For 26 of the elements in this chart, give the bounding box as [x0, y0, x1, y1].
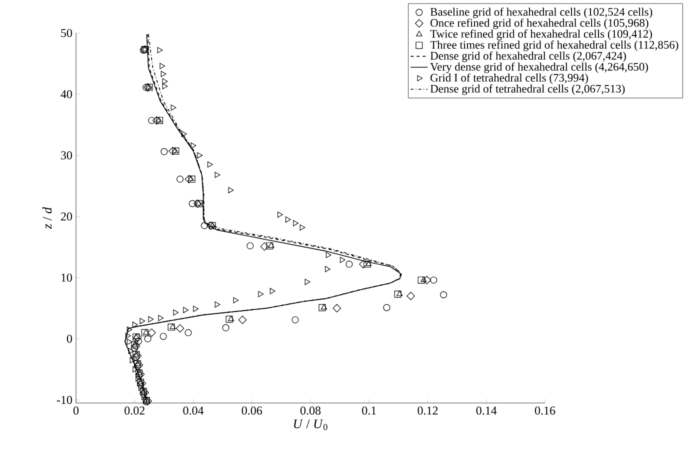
x-tick-label: 0 — [73, 406, 79, 415]
legend-label: Once refined grid of hexahedral cells (105,968) — [430, 18, 648, 30]
legend-label: Very dense grid of hexahedral cells (4,264,650) — [430, 62, 648, 74]
y-tick-label: 10 — [62, 274, 72, 282]
y-tick-label: 0 — [66, 334, 72, 343]
x-tick-label: 0.06 — [242, 406, 262, 415]
y-tick-label: -10 — [56, 396, 72, 404]
y-tick-label: 20 — [61, 212, 72, 221]
x-tick-label: 0.02 — [124, 406, 144, 415]
x-tick-label: 0.04 — [183, 406, 204, 415]
legend-label: Dense grid of hexahedral cells (2,067,424) — [430, 51, 626, 62]
x-tick-label: 0.16 — [534, 406, 556, 415]
x-tick-label: 0.08 — [300, 406, 321, 415]
y-tick-label: 30 — [61, 151, 72, 160]
legend-label: Baseline grid of hexahedral cells (102,524 cells) — [430, 8, 652, 18]
y-tick-label: 50 — [61, 28, 72, 38]
x-tick-label: 0.14 — [476, 406, 497, 415]
x-tick-label: 0.12 — [418, 406, 438, 415]
y-axis-title: z / d — [42, 207, 52, 229]
x-axis-title: U / U$_{0}$ — [294, 420, 328, 430]
x-tick-label: 0.1 — [362, 406, 376, 415]
y-tick-label: 40 — [60, 90, 72, 98]
legend-label: Dense grid of tetrahedral cells (2,067,513) — [430, 84, 625, 96]
legend-label: Grid I of tetrahedral cells (73,994) — [430, 73, 588, 84]
legend-label: Twice refined grid of hexahedral cells (109,412) — [430, 30, 652, 40]
legend-label: Three times refined grid of hexahedral cells (112,856) — [430, 40, 678, 52]
